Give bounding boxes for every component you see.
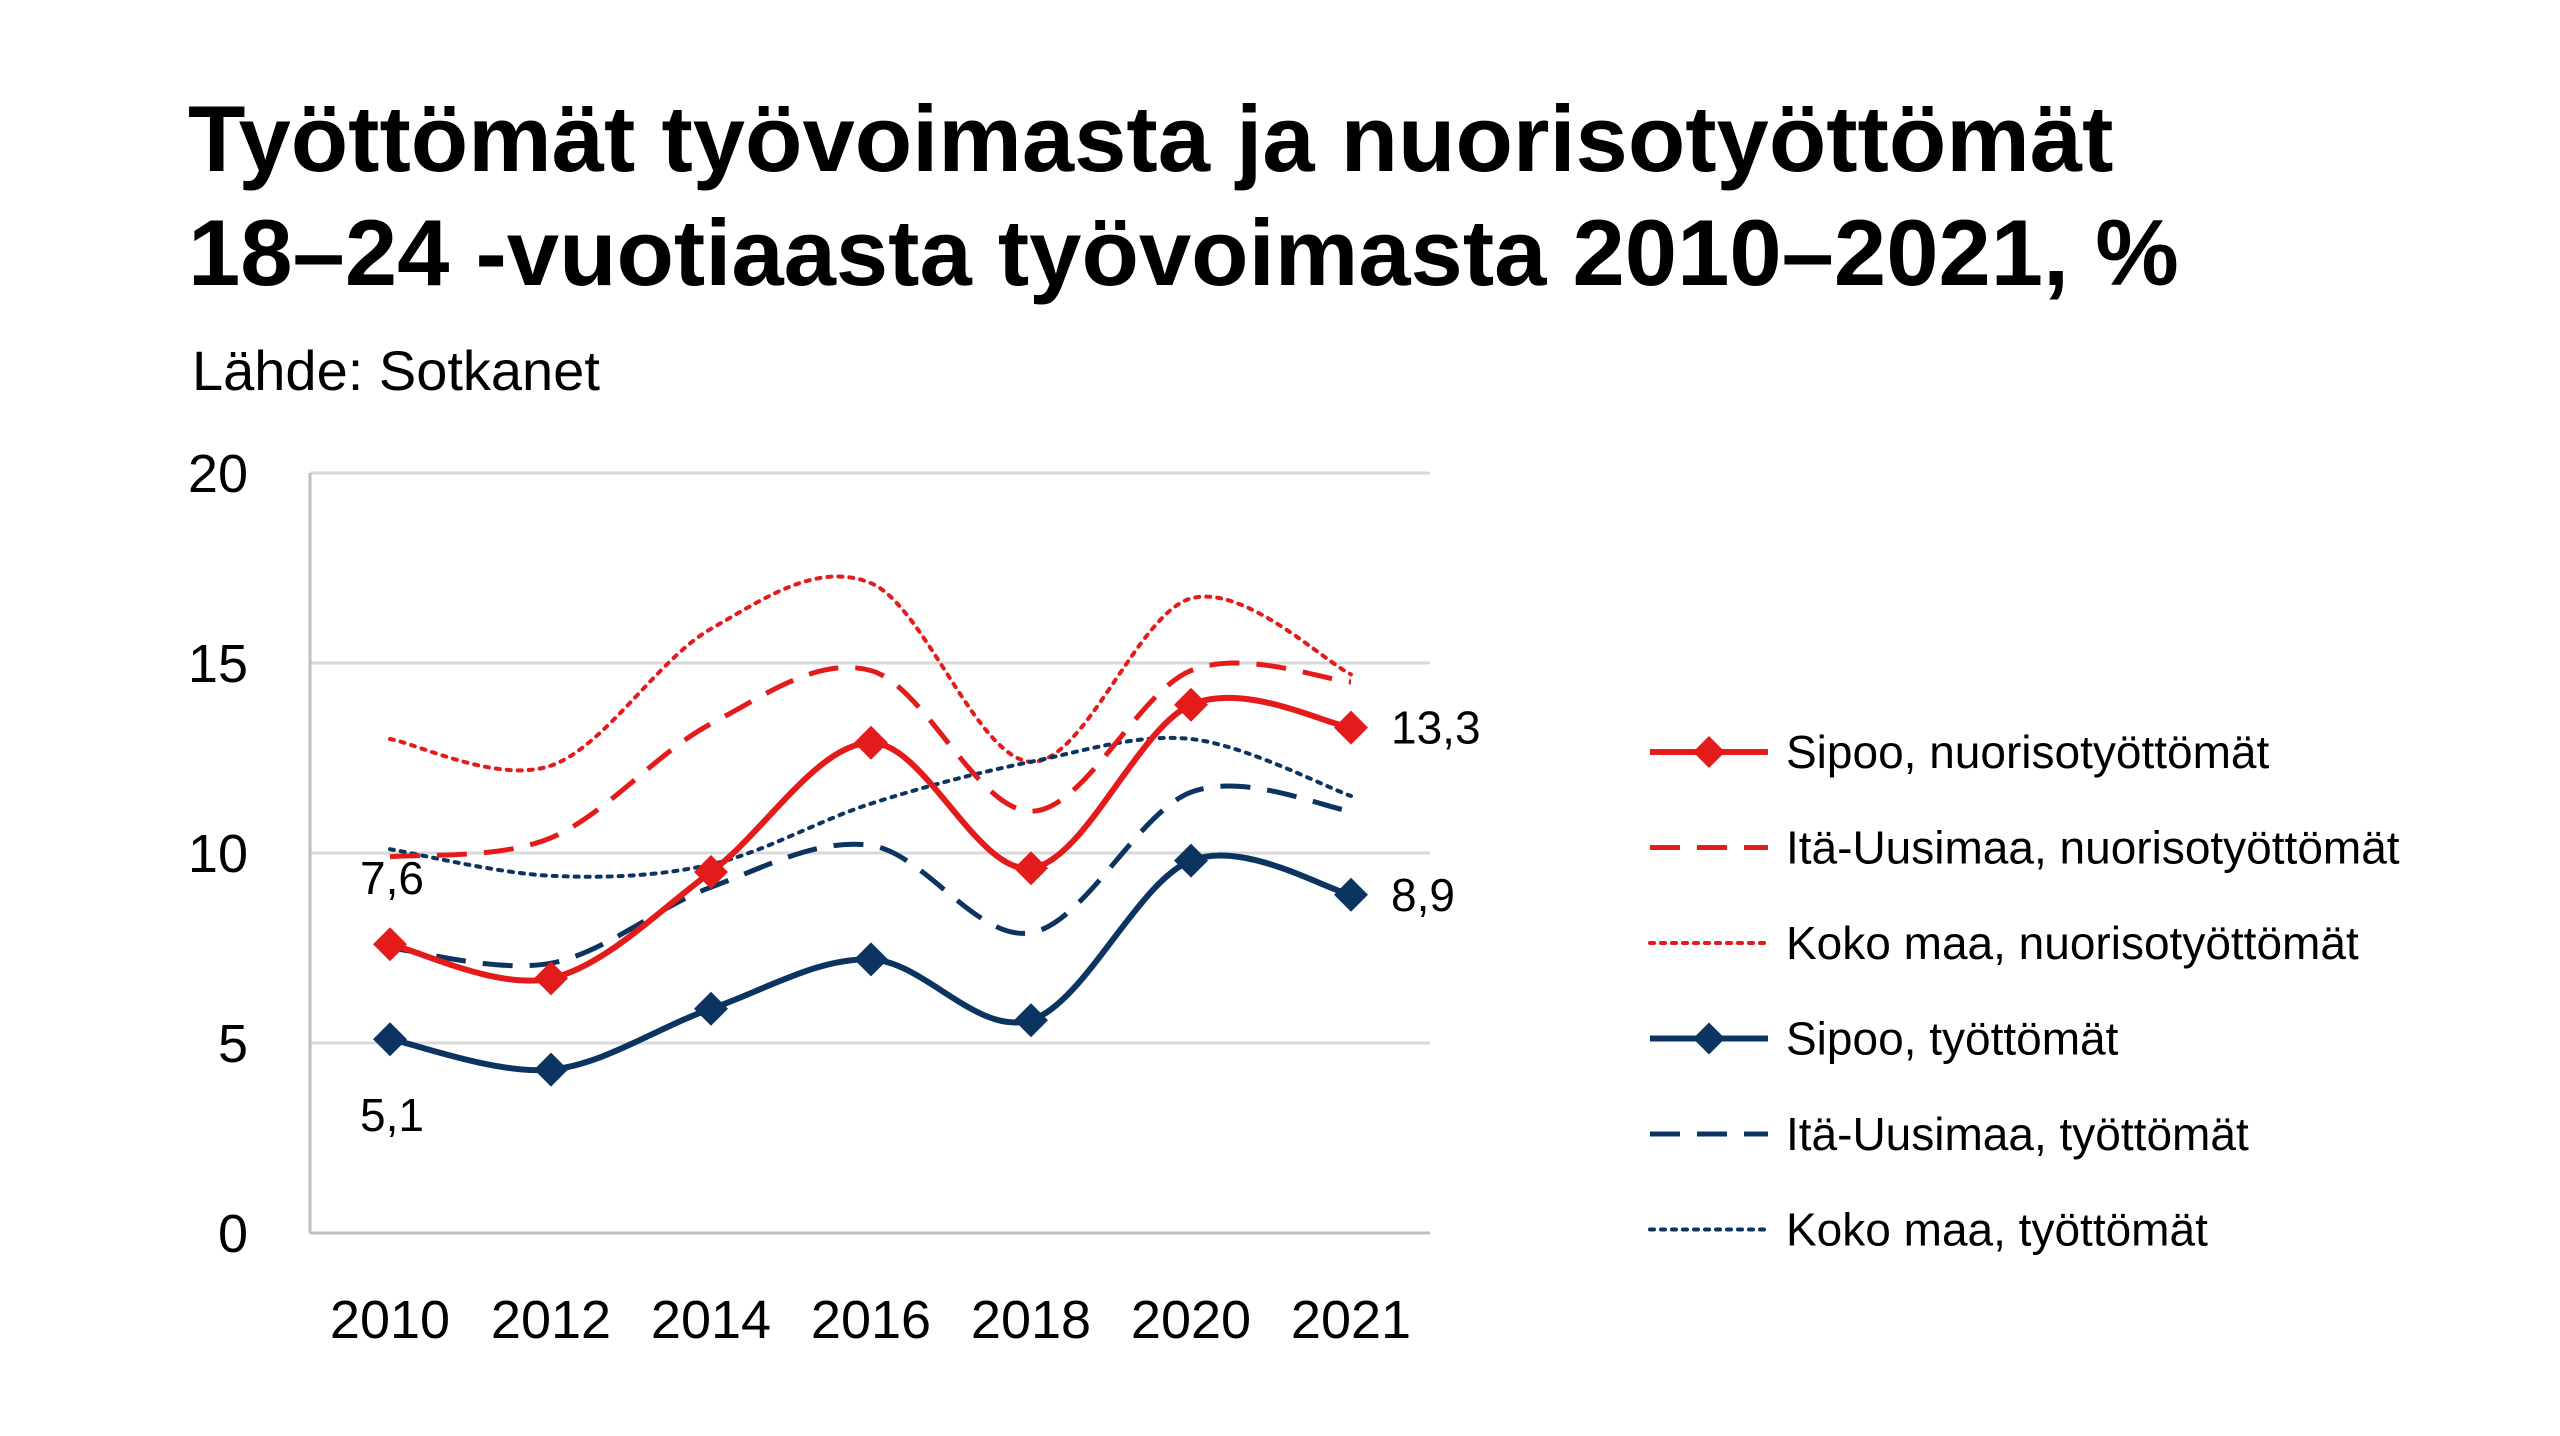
data-label: 5,1 <box>360 1089 424 1141</box>
chart-title: Työttömät työvoimasta ja nuorisotyöttömä… <box>188 82 2179 310</box>
data-point-marker <box>534 961 568 996</box>
legend-label: Itä-Uusimaa, nuorisotyöttömät <box>1786 822 2400 874</box>
data-point-marker <box>1174 687 1208 722</box>
x-tick-label: 2010 <box>330 1290 450 1350</box>
legend-label: Koko maa, työttömät <box>1786 1204 2208 1256</box>
y-tick-label: 10 <box>188 824 248 884</box>
data-point-marker <box>1334 877 1368 912</box>
data-point-marker <box>1334 710 1368 745</box>
data-point-marker <box>1174 843 1208 878</box>
series-line-koko-maa-nuorisotyottomat <box>388 574 1353 773</box>
x-tick-label: 2016 <box>811 1290 931 1350</box>
x-tick-label: 2020 <box>1131 1290 1251 1350</box>
y-tick-label: 5 <box>218 1014 248 1074</box>
x-tick-label: 2012 <box>491 1290 611 1350</box>
legend: Sipoo, nuorisotyöttömät Itä-Uusimaa, nuor… <box>1648 726 2400 1256</box>
chart-source: Lähde: Sotkanet <box>192 339 600 402</box>
legend-label: Itä-Uusimaa, työttömät <box>1786 1108 2249 1160</box>
data-point-marker <box>854 725 888 760</box>
axes <box>308 473 1430 1235</box>
series-line-ita-uusimaa-nuorisotyottomat <box>389 660 1352 860</box>
x-tick-label: 2021 <box>1291 1290 1411 1350</box>
x-axis-tick-labels: 2010 2012 2014 2016 2018 2020 2021 <box>330 1290 1411 1350</box>
chart-title-line-2: 18–24 -vuotiaasta työvoimasta 2010–2021,… <box>188 200 2179 305</box>
data-labels: 7,6 13,3 5,1 8,9 <box>360 702 1481 1142</box>
data-point-marker <box>854 942 888 977</box>
data-label: 13,3 <box>1391 702 1481 754</box>
legend-marker <box>1693 736 1725 768</box>
legend-marker <box>1693 1022 1725 1055</box>
legend-label: Koko maa, nuorisotyöttömät <box>1786 917 2359 969</box>
data-point-marker <box>1014 1003 1048 1038</box>
series-line-koko-maa-tyottomat <box>388 735 1353 879</box>
y-tick-label: 20 <box>188 444 248 504</box>
y-tick-label: 15 <box>188 634 248 694</box>
data-point-marker <box>694 855 728 889</box>
series-lines <box>388 574 1353 1074</box>
legend-label: Sipoo, työttömät <box>1786 1013 2119 1065</box>
data-point-marker <box>373 927 407 962</box>
x-tick-label: 2014 <box>651 1290 771 1350</box>
data-point-marker <box>694 991 728 1026</box>
x-tick-label: 2018 <box>971 1290 1091 1350</box>
legend-label: Sipoo, nuorisotyöttömät <box>1786 726 2269 778</box>
data-point-marker <box>534 1052 568 1087</box>
chart-title-line-1: Työttömät työvoimasta ja nuorisotyöttömä… <box>188 86 2114 191</box>
data-label: 7,6 <box>360 852 424 904</box>
data-point-marker <box>373 1022 407 1057</box>
y-axis-tick-labels: 0 5 10 15 20 <box>188 444 248 1264</box>
series-line-ita-uusimaa-tyottomat <box>389 783 1352 969</box>
y-tick-label: 0 <box>218 1204 248 1264</box>
data-point-marker <box>1014 851 1048 886</box>
data-label: 8,9 <box>1391 869 1455 921</box>
series-markers <box>373 687 1368 1087</box>
